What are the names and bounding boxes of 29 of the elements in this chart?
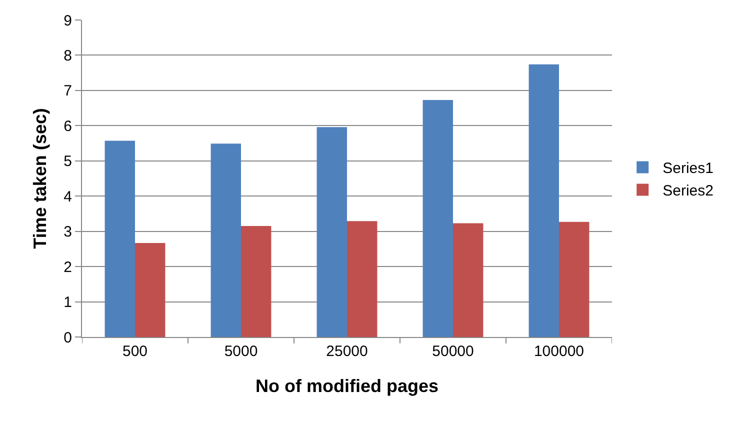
y-tick-label: 5 xyxy=(64,153,72,170)
y-tick-label: 2 xyxy=(64,258,72,276)
x-tick-label: 25000 xyxy=(326,343,368,360)
bar xyxy=(316,127,347,337)
x-tick-label: 50000 xyxy=(432,343,474,360)
y-tick-label: 9 xyxy=(64,12,72,30)
legend-label: Series2 xyxy=(662,182,714,200)
legend-label: Series1 xyxy=(662,160,714,178)
x-axis-title: No of modified pages xyxy=(255,376,439,396)
y-tick-label: 3 xyxy=(64,224,72,241)
bar xyxy=(241,226,272,337)
y-tick-label: 4 xyxy=(64,188,72,206)
bar xyxy=(104,140,135,337)
bar xyxy=(135,242,166,337)
x-tick-label: 5000 xyxy=(224,343,258,360)
y-tick-label: 6 xyxy=(64,118,72,135)
bar xyxy=(559,222,590,337)
y-axis-title: Time taken (sec) xyxy=(30,108,50,249)
y-tick-label: 1 xyxy=(64,294,72,312)
y-tick-label: 0 xyxy=(64,329,72,346)
x-tick-label: 500 xyxy=(122,343,148,360)
y-tick-label: 8 xyxy=(64,47,72,64)
bar xyxy=(422,100,453,337)
x-tick-label: 100000 xyxy=(534,343,584,360)
bar xyxy=(528,64,559,337)
bar xyxy=(210,144,241,337)
bar xyxy=(453,223,484,337)
y-tick-label: 7 xyxy=(64,82,72,100)
bar xyxy=(347,221,378,337)
